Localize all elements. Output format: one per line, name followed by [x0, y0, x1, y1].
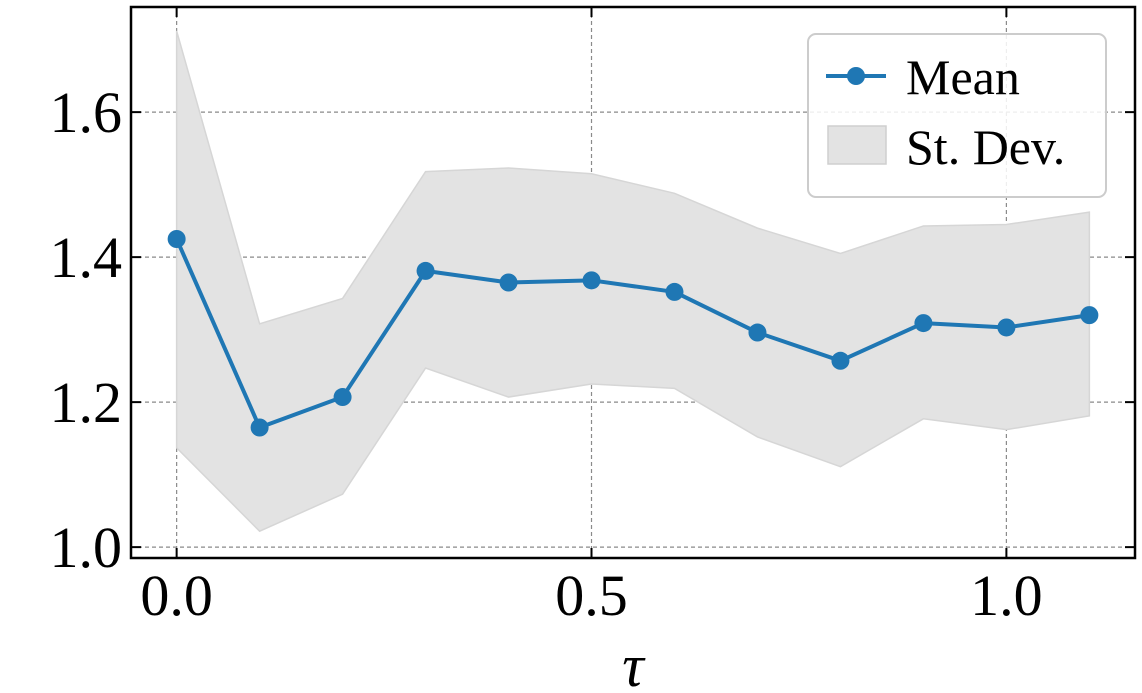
x-tick-labels: 0.0 0.5 1.0 [140, 563, 1042, 628]
mean-point [416, 261, 435, 280]
legend-std-dev-patch-icon [827, 125, 887, 165]
mean-point [665, 282, 684, 301]
y-tick-label: 1.4 [50, 225, 123, 290]
mean-point [499, 273, 518, 292]
mean-point [333, 388, 352, 407]
mean-point [831, 351, 850, 370]
y-tick-label: 1.0 [50, 515, 123, 580]
mean-point [914, 314, 933, 333]
std-dev-band-layer [175, 30, 1091, 533]
legend-mean-marker-icon [847, 67, 865, 85]
y-tick-label: 1.2 [50, 370, 123, 435]
x-tick-label: 1.0 [970, 563, 1043, 628]
mean-point [250, 418, 269, 437]
mean-point [582, 271, 601, 290]
plot-frame [129, 5, 1137, 560]
y-tick-label: 1.6 [50, 80, 123, 145]
mean-point [167, 230, 186, 248]
mean-line [174, 238, 1090, 430]
mean-point [1080, 306, 1099, 325]
x-tick-label: 0.0 [140, 563, 213, 628]
legend: Mean St. Dev. [807, 33, 1107, 198]
mean-line-layer [174, 238, 1090, 430]
mean-points-layer [167, 230, 1099, 437]
y-tick-labels: 1.0 1.2 1.4 1.6 [50, 80, 123, 580]
legend-mean-label: Mean [906, 49, 1020, 105]
axis-ticks [131, 7, 1135, 558]
x-tick-label: 0.5 [555, 563, 628, 628]
mean-point [748, 323, 767, 342]
std-dev-band [175, 30, 1091, 533]
mean-point [997, 318, 1016, 337]
legend-std-dev-label: St. Dev. [906, 119, 1065, 175]
x-axis-label: τ [622, 633, 646, 693]
